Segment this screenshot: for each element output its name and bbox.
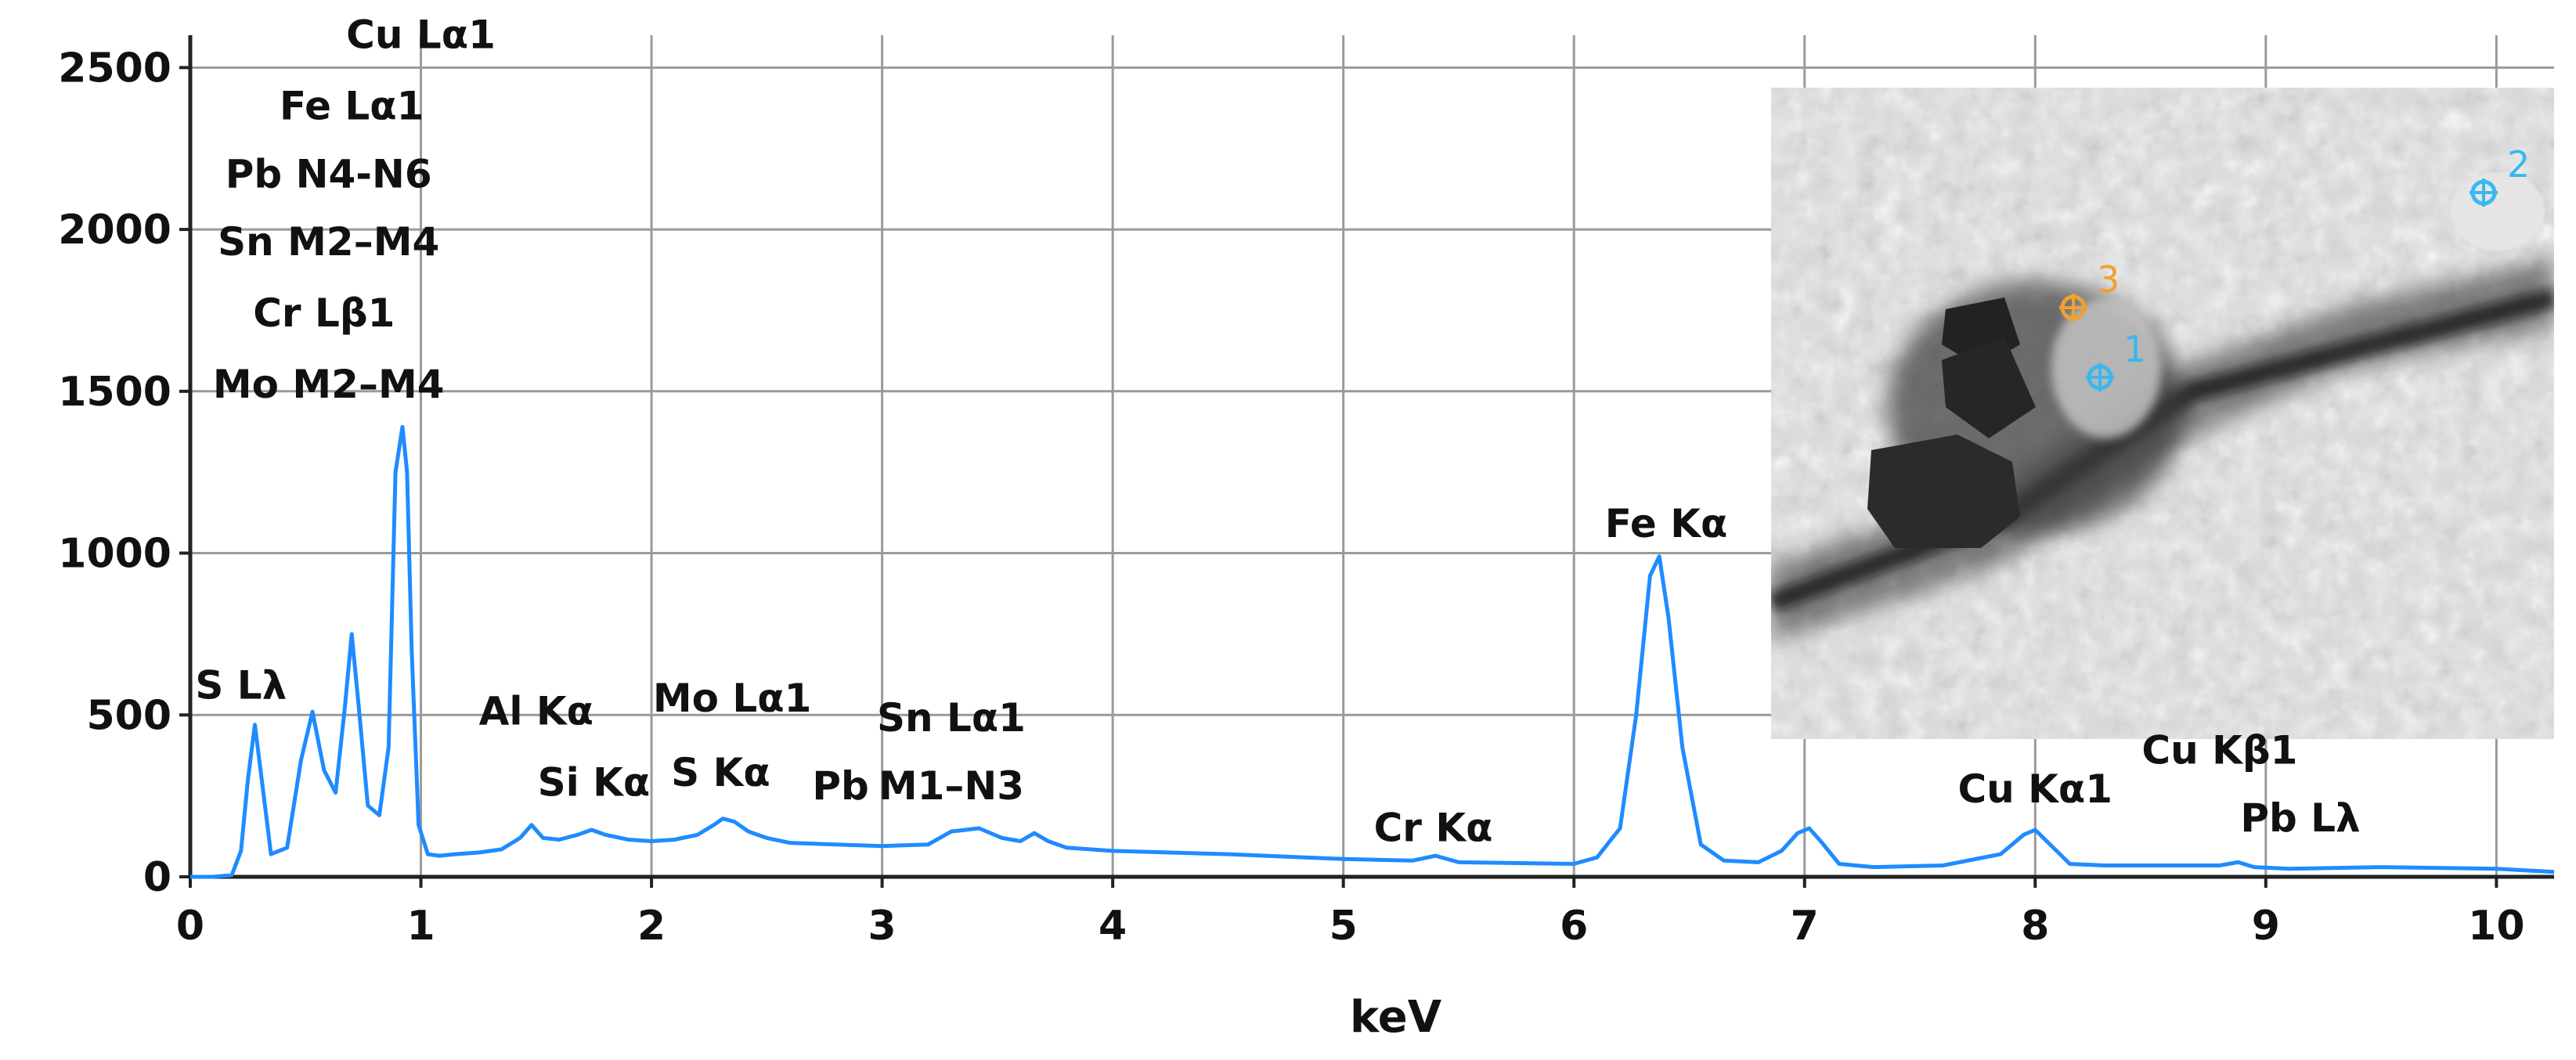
sem-dark-particle [1867, 434, 2020, 548]
peak-label: M1–N3 [879, 763, 1024, 809]
x-tick-label: 2 [637, 903, 666, 950]
spectrum-line [190, 424, 2555, 879]
y-tick-label: 500 [86, 692, 171, 739]
peak-label: Fe Lα1 [280, 84, 424, 129]
peak-label: Sn M2–M4 [218, 219, 439, 265]
x-tick-label: 4 [1099, 903, 1127, 950]
peak-label: Pb N4-N6 [225, 151, 432, 196]
axes: 0 1 2 3 4 5 6 7 8 9 10 0 500 1000 1500 2000 2500 [58, 35, 2554, 950]
x-axis-title: keV [1350, 992, 1442, 1043]
peak-label: Fe Kα [1605, 501, 1728, 546]
sem-dark-particle [1942, 337, 2036, 438]
x-tick-label: 10 [2468, 903, 2524, 950]
y-tick-label: 2500 [58, 45, 171, 92]
y-tick-label: 1000 [58, 531, 171, 578]
series-layer [190, 424, 2555, 879]
peak-label: Cu Kβ1 [2141, 727, 2297, 773]
peak-label: Mo M2–M4 [213, 362, 445, 407]
y-tick-label: 2000 [58, 207, 171, 254]
x-tick-label: 9 [2252, 903, 2280, 950]
sem-bright-particle [2451, 172, 2545, 251]
y-tick-label: 0 [143, 854, 171, 901]
peak-label: Si Kα [538, 760, 651, 806]
peak-label: Sn Lα1 [877, 695, 1026, 741]
analysis-point-label: 2 [2507, 143, 2530, 186]
x-tick-label: 7 [1791, 903, 1819, 950]
peak-label: Al Kα [479, 689, 593, 734]
x-tick-label: 6 [1560, 903, 1588, 950]
peak-label: Pb Lλ [2240, 795, 2360, 841]
analysis-point-label: 3 [2097, 258, 2120, 301]
peak-label: Cr Lβ1 [253, 290, 395, 336]
x-tick-label: 5 [1329, 903, 1358, 950]
peak-label: Pb [812, 763, 868, 809]
analysis-points: 1 2 3 [2059, 143, 2530, 391]
analysis-point-label: 1 [2123, 328, 2146, 370]
sem-micrograph-inset: 1 2 3 [1771, 88, 2554, 739]
x-tick-label: 3 [868, 903, 897, 950]
peak-labels: Cu Lα1 Fe Lα1 Pb N4-N6 Sn M2–M4 Cr Lβ1 Mo M2–… [195, 13, 2360, 851]
peak-label: S Lλ [195, 663, 287, 708]
x-tick-label: 1 [406, 903, 435, 950]
peak-label: Cu Kα1 [1957, 766, 2112, 812]
peak-label: Cu Lα1 [346, 13, 496, 58]
x-tick-label: 8 [2021, 903, 2049, 950]
peak-label: Cr Kα [1374, 806, 1493, 851]
y-tick-label: 1500 [58, 369, 171, 416]
peak-label: S Kα [671, 750, 770, 795]
peak-label: Mo Lα1 [653, 676, 812, 721]
x-tick-label: 0 [176, 903, 204, 950]
